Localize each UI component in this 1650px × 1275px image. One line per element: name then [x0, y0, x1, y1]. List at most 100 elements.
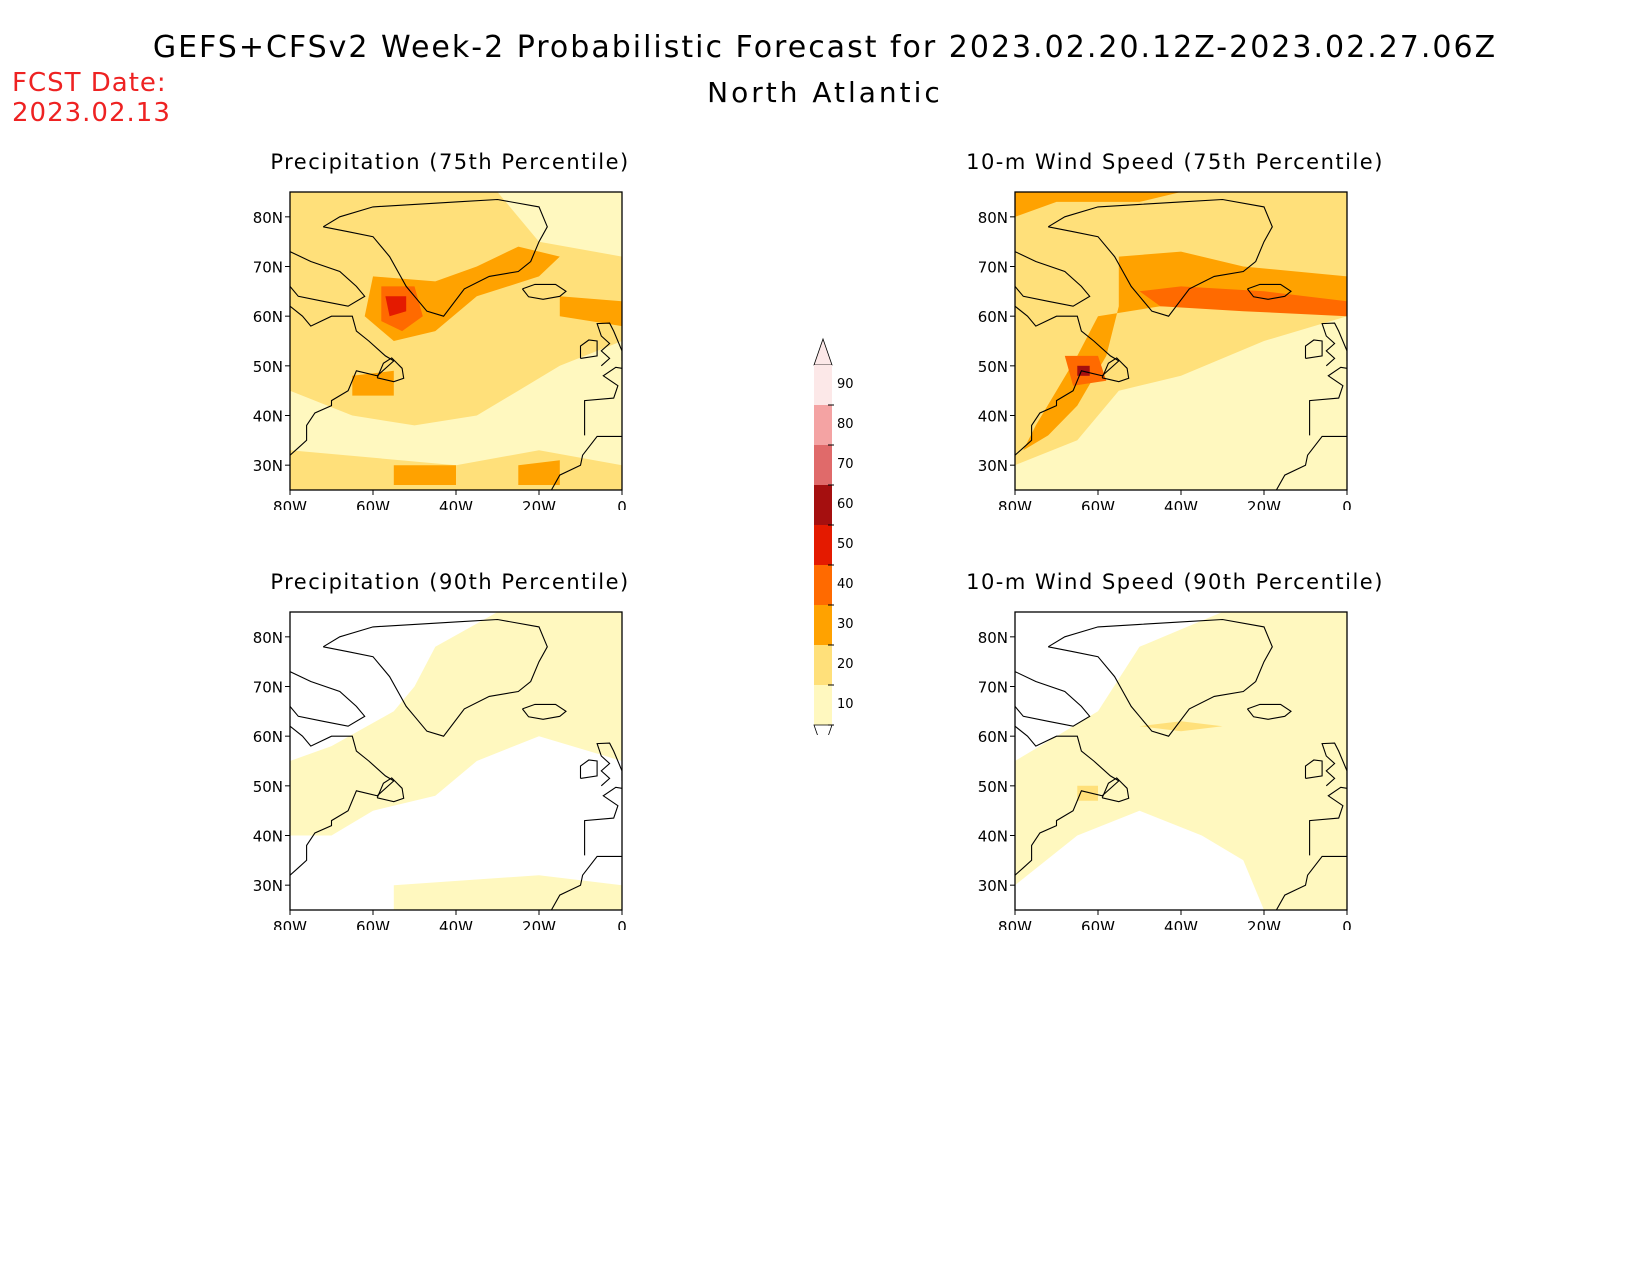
coastline — [596, 322, 622, 367]
lon-tick-label: 0 — [1342, 498, 1352, 510]
lat-tick-label: 50N — [253, 778, 283, 796]
lat-tick-label: 30N — [978, 877, 1008, 895]
panel-title: Precipitation (75th Percentile) — [270, 150, 630, 174]
lon-tick-label: 80W — [273, 918, 307, 930]
lat-tick-label: 40N — [978, 828, 1008, 846]
lon-tick-label: 80W — [998, 498, 1032, 510]
probability-shading — [1139, 721, 1223, 732]
coastline — [1321, 322, 1347, 367]
map-plot: 80N 70N 60N 50N 40N 30N 80W 60W 40W 20W 0 — [253, 191, 627, 510]
probability-shading — [393, 465, 456, 485]
coastline — [550, 435, 622, 490]
probability-shading — [385, 296, 407, 317]
lat-tick-label: 30N — [253, 457, 283, 475]
lon-tick-label: 40W — [439, 498, 473, 510]
probability-colorbar: 90 80 70 60 50 40 30 20 10 — [813, 337, 854, 735]
probability-shading — [518, 460, 560, 485]
colorbar-label: 60 — [837, 497, 854, 512]
probability-shading — [352, 370, 394, 396]
lon-tick-label: 60W — [356, 918, 390, 930]
lat-tick-label: 70N — [978, 259, 1008, 277]
colorbar-label: 50 — [837, 537, 854, 552]
map-plot: 80N 70N 60N 50N 40N 30N 80W 60W 40W 20W 0 — [253, 611, 627, 930]
fcst-date: 2023.02.13 — [12, 98, 171, 128]
coastline — [290, 251, 366, 307]
lat-tick-label: 70N — [978, 679, 1008, 697]
forecast-date-label: FCST Date: 2023.02.13 — [12, 68, 171, 128]
lon-tick-label: 40W — [1164, 918, 1198, 930]
coastline — [579, 339, 598, 359]
lon-tick-label: 20W — [522, 498, 556, 510]
lat-tick-label: 50N — [978, 358, 1008, 376]
lat-tick-label: 40N — [253, 408, 283, 426]
coastline — [290, 305, 395, 456]
colorbar-label: 30 — [837, 617, 854, 632]
coastline — [322, 618, 548, 737]
lat-tick-label: 50N — [253, 358, 283, 376]
coastline — [521, 703, 567, 720]
coastline — [521, 283, 567, 300]
coastline — [1015, 305, 1120, 456]
coastline — [1304, 339, 1323, 359]
lat-tick-label: 60N — [253, 308, 283, 326]
colorbar-label: 70 — [837, 457, 854, 472]
probability-shading — [393, 875, 622, 910]
lat-tick-label: 60N — [978, 728, 1008, 746]
coastline — [1047, 618, 1273, 737]
probability-shading — [1077, 785, 1098, 801]
map-panel-precip-75: Precipitation (75th Percentile) 80N 70N 60… — [240, 150, 660, 510]
map-panel-wind-75: 10-m Wind Speed (75th Percentile) 80N 70N… — [965, 150, 1385, 510]
coastline — [1309, 366, 1347, 436]
probability-shading — [1139, 286, 1347, 317]
lat-tick-label: 80N — [978, 209, 1008, 227]
coastline — [1309, 786, 1347, 856]
colorbar-segment — [814, 445, 832, 485]
lat-tick-label: 70N — [253, 259, 283, 277]
colorbar-segment — [814, 605, 832, 645]
lat-tick-label: 60N — [253, 728, 283, 746]
colorbar-segment — [814, 365, 832, 405]
lon-tick-label: 80W — [273, 498, 307, 510]
coastline — [1015, 251, 1091, 307]
colorbar-segment — [814, 645, 832, 685]
coastline — [290, 671, 366, 727]
colorbar-top-arrow — [813, 337, 833, 366]
coastline — [1246, 283, 1292, 300]
map-plot: 80N 70N 60N 50N 40N 30N 80W 60W 40W 20W 0 — [978, 611, 1352, 930]
colorbar-segment — [814, 685, 832, 725]
probability-shading — [290, 612, 622, 836]
lon-tick-label: 60W — [1081, 918, 1115, 930]
lon-tick-label: 40W — [439, 918, 473, 930]
panel-title: Precipitation (90th Percentile) — [270, 570, 630, 594]
lon-tick-label: 20W — [1247, 918, 1281, 930]
probability-shading — [1015, 192, 1347, 466]
coastline — [1275, 855, 1347, 910]
lat-tick-label: 50N — [978, 778, 1008, 796]
coastline — [579, 759, 598, 779]
lon-tick-label: 20W — [1247, 498, 1281, 510]
coastline — [1321, 742, 1347, 787]
lon-tick-label: 60W — [1081, 498, 1115, 510]
colorbar-bottom-arrow — [813, 724, 833, 735]
coastline — [1275, 435, 1347, 490]
lon-tick-label: 0 — [617, 498, 627, 510]
probability-shading — [1015, 192, 1181, 217]
lat-tick-label: 30N — [253, 877, 283, 895]
coastline — [596, 742, 622, 787]
figure-title: GEFS+CFSv2 Week-2 Probabilistic Forecast… — [152, 30, 1498, 65]
coastline — [1047, 198, 1273, 317]
lat-tick-label: 80N — [978, 629, 1008, 647]
map-panel-wind-90: 10-m Wind Speed (90th Percentile) 80N 70N… — [965, 570, 1385, 930]
panel-title: 10-m Wind Speed (90th Percentile) — [966, 570, 1384, 594]
probability-shading — [1015, 612, 1347, 910]
region-title: North Atlantic — [707, 76, 943, 109]
coastline — [1101, 777, 1130, 803]
coastline — [550, 855, 622, 910]
coastline — [322, 198, 548, 317]
colorbar-label: 40 — [837, 577, 854, 592]
lat-tick-label: 40N — [253, 828, 283, 846]
coastline — [290, 725, 395, 876]
colorbar-label: 80 — [837, 417, 854, 432]
colorbar-segment — [814, 565, 832, 605]
colorbar-label: 90 — [837, 377, 854, 392]
